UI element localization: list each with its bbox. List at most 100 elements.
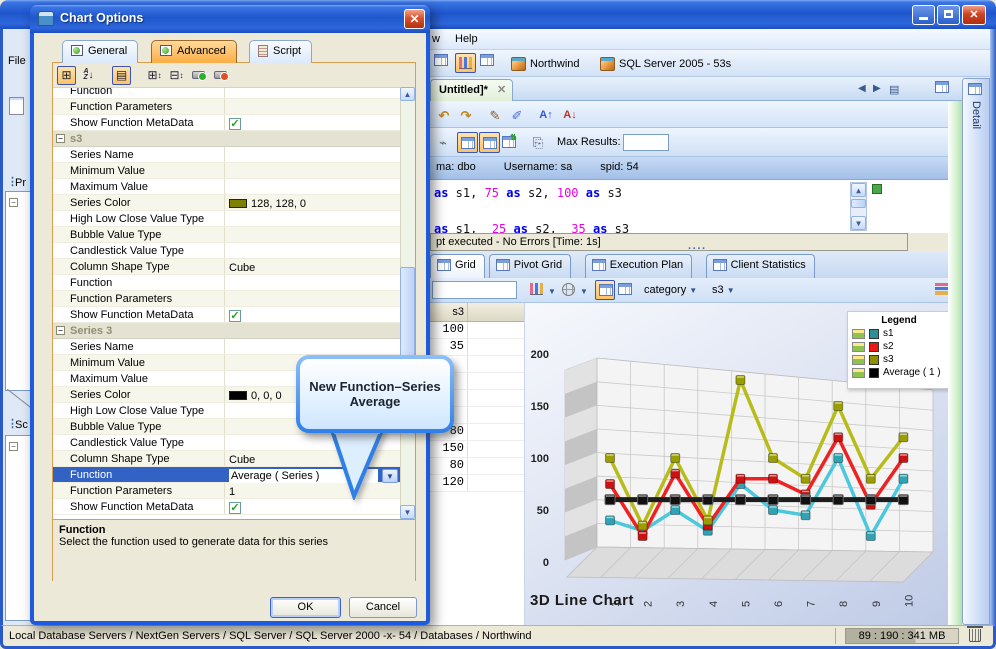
execute-split-grid-icon[interactable] (479, 132, 500, 153)
dropdown-icon[interactable]: ▼ (382, 468, 398, 483)
results-grid-header[interactable]: s3 (430, 303, 524, 322)
maximize-button[interactable] (937, 5, 960, 25)
tab-scroll-right-icon[interactable]: ▶ (873, 83, 881, 94)
property-row[interactable]: Series Color 128, 128, 0 (53, 195, 400, 211)
table-view-icon[interactable] (480, 54, 499, 73)
property-row[interactable]: Column Shape Type Cube (53, 451, 400, 467)
dialog-titlebar[interactable]: Chart Options ✕ (30, 5, 430, 33)
property-row[interactable]: Minimum Value (53, 163, 400, 179)
chart-grid-icon[interactable] (595, 280, 615, 300)
series-dropdown[interactable]: s3 ▼ (712, 284, 735, 296)
category-dropdown[interactable]: category ▼ (644, 284, 698, 296)
property-row[interactable]: − Series 3 (53, 323, 400, 339)
property-row[interactable]: High Low Close Value Type (53, 403, 400, 419)
minimize-button[interactable] (912, 5, 935, 25)
ok-button[interactable]: OK (270, 597, 341, 618)
trash-icon[interactable] (967, 626, 983, 642)
dialog-tab-script[interactable]: Script (249, 40, 313, 63)
property-value[interactable] (225, 211, 400, 226)
property-row[interactable]: Function Parameters 1 (53, 483, 400, 499)
collapse-all-icon[interactable]: ⊟ ↕ (169, 68, 184, 82)
dialog-tab-general[interactable]: General (62, 40, 139, 63)
document-tab[interactable]: Untitled]* ✕ (430, 79, 514, 101)
chart-type-dropdown-icon[interactable]: ▼ (548, 287, 556, 296)
property-value[interactable] (225, 88, 400, 98)
tab-list-icon[interactable]: ▤ (889, 84, 900, 96)
table-row[interactable]: 150 (430, 441, 524, 458)
table-row[interactable] (430, 390, 524, 407)
clipboard-icon[interactable]: ⎘ (532, 135, 544, 150)
close-button[interactable]: ✕ (962, 5, 986, 25)
sql-editor[interactable]: as s1, 75 as s2, 100 as s3 as s1, 25 as … (430, 180, 963, 233)
format-painter-icon[interactable]: ✐ (511, 108, 523, 123)
property-value[interactable] (225, 243, 400, 258)
property-value[interactable] (225, 339, 400, 354)
chart-view-icon[interactable] (455, 53, 476, 73)
property-value[interactable]: 128, 128, 0 (225, 195, 400, 210)
menu-item-help[interactable]: Help (455, 33, 478, 45)
table-row[interactable] (430, 407, 524, 424)
tree-collapse-icon[interactable]: − (9, 198, 18, 207)
execute-grid-icon[interactable] (457, 132, 478, 153)
redo-icon[interactable]: ↷ (460, 108, 472, 123)
property-row[interactable]: Bubble Value Type (53, 227, 400, 243)
dialog-tab-advanced[interactable]: Advanced (151, 40, 237, 63)
property-row[interactable]: Column Shape Type Cube (53, 259, 400, 275)
scroll-up-icon[interactable]: ▲ (851, 183, 866, 197)
property-value[interactable] (225, 179, 400, 194)
chart-3d-dropdown-icon[interactable]: ▼ (580, 287, 588, 296)
editor-scrollbar[interactable]: ▲ ▼ (850, 182, 867, 231)
expand-all-icon[interactable]: ⊞ ↕ (147, 68, 162, 82)
property-row[interactable]: High Low Close Value Type (53, 211, 400, 227)
table-row[interactable]: 80 (430, 458, 524, 475)
property-value[interactable] (225, 147, 400, 162)
description-toggle-icon[interactable]: ▤ (112, 65, 131, 85)
property-row[interactable]: Series Name (53, 339, 400, 355)
export-settings-icon[interactable] (211, 66, 230, 85)
property-row[interactable]: Function Parameters (53, 99, 400, 115)
detail-collapsed-panel[interactable]: Detail (962, 78, 990, 625)
property-value[interactable]: 0, 0, 0 (225, 387, 400, 402)
scroll-thumb[interactable] (851, 199, 866, 208)
chart-3d-icon[interactable] (562, 283, 575, 299)
property-value[interactable]: Cube (229, 453, 256, 466)
categorized-view-icon[interactable]: ⊞ (57, 65, 76, 85)
table-row[interactable]: 100 (430, 322, 524, 339)
property-row[interactable]: Show Function MetaData ✓ (53, 307, 400, 323)
font-shrink-icon[interactable]: A↓ (563, 109, 577, 121)
property-row[interactable]: − s3 (53, 131, 400, 147)
result-tab-execution-plan[interactable]: Execution Plan (584, 254, 693, 278)
sort-alphabetical-icon[interactable]: A Z ↓ (83, 68, 94, 81)
tree-collapse-icon[interactable]: − (9, 442, 18, 451)
property-row[interactable]: Candlestick Value Type (53, 435, 400, 451)
property-row[interactable]: Show Function MetaData ✓ (53, 499, 400, 515)
scroll-up-icon[interactable]: ▲ (400, 87, 415, 101)
detail-table-icon[interactable] (935, 81, 949, 96)
property-value[interactable] (225, 275, 400, 290)
max-results-input[interactable] (623, 134, 669, 151)
scroll-down-icon[interactable]: ▼ (851, 216, 866, 230)
scroll-down-icon[interactable]: ▼ (400, 505, 415, 519)
property-row[interactable]: Function (53, 275, 400, 291)
result-tab-pivot-grid[interactable]: Pivot Grid (488, 254, 572, 278)
menu-item-fragment[interactable]: w (432, 33, 440, 45)
new-file-icon[interactable] (9, 97, 24, 115)
property-row[interactable]: Maximum Value (53, 179, 400, 195)
table-row[interactable]: 120 (430, 475, 524, 492)
connection-button-sqlserver[interactable]: SQL Server 2005 - 53s (595, 53, 736, 74)
connection-button-northwind[interactable]: Northwind (506, 53, 585, 74)
collapse-icon[interactable]: − (56, 326, 65, 335)
property-value[interactable] (225, 291, 400, 306)
chart-filter-input[interactable] (432, 281, 517, 299)
format-icon[interactable]: ✎ (489, 108, 501, 123)
property-value[interactable] (225, 99, 400, 114)
property-value[interactable]: Average ( Series ) ▼ (225, 467, 400, 483)
checkbox-checked[interactable]: ✓ (229, 309, 241, 322)
collapse-icon[interactable]: − (56, 134, 65, 143)
checkbox-checked[interactable]: ✓ (229, 501, 241, 514)
refresh-grid-icon[interactable]: ⇅ (502, 133, 517, 151)
property-value[interactable] (225, 227, 400, 242)
dialog-close-button[interactable]: ✕ (404, 9, 425, 29)
property-value[interactable]: ✓ (225, 499, 400, 514)
import-settings-icon[interactable] (189, 66, 208, 85)
